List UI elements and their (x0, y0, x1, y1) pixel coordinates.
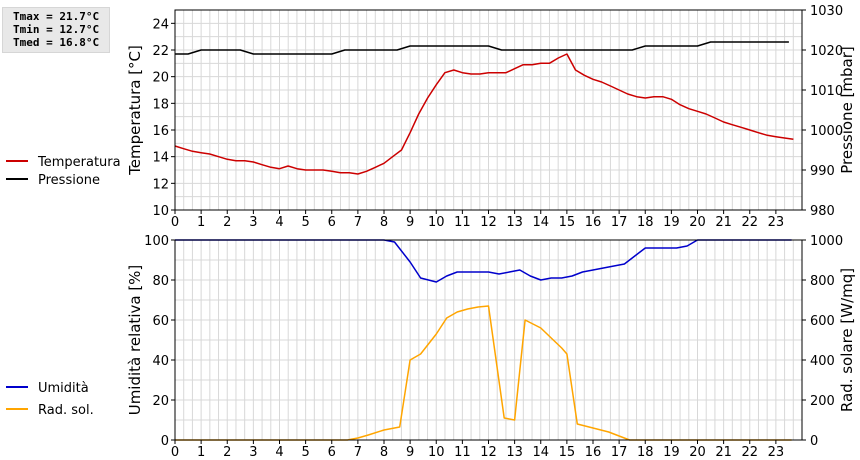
stat-tmax: Tmax = 21.7°C (13, 10, 100, 23)
top-y-tick-label: 10 (152, 204, 169, 219)
bottom-x-tick-label: 9 (406, 445, 414, 460)
top-y-tick-label: 20 (152, 71, 169, 86)
top-y-right-tick-label: 1010 (810, 84, 843, 99)
bottom-x-tick-label: 19 (663, 445, 680, 460)
top-y-right-tick-label: 1030 (810, 4, 843, 19)
top-x-tick-label: 8 (380, 215, 388, 230)
bottom-x-tick-label: 1 (197, 445, 205, 460)
top-x-tick-label: 13 (506, 215, 523, 230)
bottom-y-right-tick-label: 0 (810, 434, 818, 449)
bottom-x-tick-label: 20 (689, 445, 706, 460)
top-x-tick-label: 6 (328, 215, 336, 230)
tick-layer: 0 1 2 3 4 5 6 7 8 9 10 11 12 13 14 15 16 17 18 19 20 21 22 2310… (144, 4, 843, 460)
legend-label-pressione: Pressione (38, 173, 100, 188)
top-y-right-tick-label: 980 (810, 204, 835, 219)
bottom-y-right-tick-label: 400 (810, 354, 835, 369)
bottom-x-tick-label: 12 (480, 445, 497, 460)
bottom-x-tick-label: 2 (223, 445, 231, 460)
bottom-x-tick-label: 8 (380, 445, 388, 460)
bottom-y-right-tick-label: 200 (810, 394, 835, 409)
bottom-y-right-tick-label: 800 (810, 274, 835, 289)
bottom-y-axis-right-label: Rad. solare [W/mq] (838, 268, 856, 412)
bottom-x-tick-label: 6 (328, 445, 336, 460)
top-y-axis-label: Temperatura [°C] (126, 45, 144, 176)
bottom-x-tick-label: 22 (741, 445, 758, 460)
top-x-tick-label: 16 (585, 215, 602, 230)
legend-label-rad-sol: Rad. sol. (38, 403, 94, 418)
top-series-pressione (175, 41, 789, 55)
top-x-tick-label: 3 (249, 215, 257, 230)
top-y-axis-right-label: Pressione [mbar] (838, 46, 856, 174)
top-series-temperatura (174, 53, 794, 175)
top-x-tick-label: 11 (454, 215, 471, 230)
stat-tmin: Tmin = 12.7°C (13, 23, 100, 36)
top-x-tick-label: 4 (275, 215, 283, 230)
bottom-x-tick-label: 21 (715, 445, 732, 460)
bottom-x-tick-label: 7 (354, 445, 362, 460)
top-x-tick-label: 12 (480, 215, 497, 230)
bottom-x-tick-label: 18 (637, 445, 654, 460)
top-y-tick-label: 12 (152, 177, 169, 192)
top-y-right-tick-label: 1020 (810, 44, 843, 59)
bottom-y-tick-label: 0 (161, 434, 169, 449)
bottom-x-tick-label: 11 (454, 445, 471, 460)
bottom-y-tick-label: 80 (152, 274, 169, 289)
bottom-x-tick-label: 17 (611, 445, 628, 460)
bottom-y-tick-label: 40 (152, 354, 169, 369)
legend-top: Temperatura Pressione (6, 155, 121, 188)
bottom-x-tick-label: 4 (275, 445, 283, 460)
top-x-tick-label: 23 (768, 215, 785, 230)
bottom-x-tick-label: 0 (171, 445, 179, 460)
top-y-right-tick-label: 990 (810, 164, 835, 179)
bottom-y-tick-label: 20 (152, 394, 169, 409)
stat-tmed: Tmed = 16.8°C (13, 36, 100, 49)
bottom-y-right-tick-label: 600 (810, 314, 835, 329)
bottom-x-tick-label: 15 (559, 445, 576, 460)
bottom-y-axis-label: Umidità relativa [%] (126, 265, 144, 416)
top-x-tick-label: 2 (223, 215, 231, 230)
top-x-tick-label: 15 (559, 215, 576, 230)
bottom-x-tick-label: 23 (768, 445, 785, 460)
bottom-x-tick-label: 14 (532, 445, 549, 460)
bottom-y-tick-label: 60 (152, 314, 169, 329)
legend-label-temperatura: Temperatura (37, 155, 121, 170)
bottom-x-tick-label: 13 (506, 445, 523, 460)
top-x-tick-label: 22 (741, 215, 758, 230)
bottom-x-tick-label: 10 (428, 445, 445, 460)
bottom-x-tick-label: 5 (301, 445, 309, 460)
top-y-right-tick-label: 1000 (810, 124, 843, 139)
top-y-tick-label: 24 (152, 17, 169, 32)
top-x-tick-label: 20 (689, 215, 706, 230)
bottom-y-tick-label: 100 (144, 234, 169, 249)
top-y-tick-label: 18 (152, 97, 169, 112)
top-x-tick-label: 5 (301, 215, 309, 230)
top-x-tick-label: 7 (354, 215, 362, 230)
top-y-tick-label: 22 (152, 44, 169, 59)
top-x-tick-label: 10 (428, 215, 445, 230)
top-y-tick-label: 16 (152, 124, 169, 139)
top-x-tick-label: 21 (715, 215, 732, 230)
top-x-tick-label: 17 (611, 215, 628, 230)
bottom-y-right-tick-label: 1000 (810, 234, 843, 249)
legend-bottom: Umidità Rad. sol. (6, 381, 94, 418)
stats-box: Tmax = 21.7°C Tmin = 12.7°C Tmed = 16.8°… (2, 7, 110, 53)
top-y-tick-label: 14 (152, 151, 169, 166)
top-x-tick-label: 14 (532, 215, 549, 230)
bottom-x-tick-label: 16 (585, 445, 602, 460)
top-x-tick-label: 19 (663, 215, 680, 230)
top-x-tick-label: 1 (197, 215, 205, 230)
bottom-x-tick-label: 3 (249, 445, 257, 460)
top-x-tick-label: 18 (637, 215, 654, 230)
top-x-tick-label: 9 (406, 215, 414, 230)
top-x-tick-label: 0 (171, 215, 179, 230)
bottom-series-umidit (175, 239, 792, 283)
legend-label-umidita: Umidità (38, 381, 89, 396)
